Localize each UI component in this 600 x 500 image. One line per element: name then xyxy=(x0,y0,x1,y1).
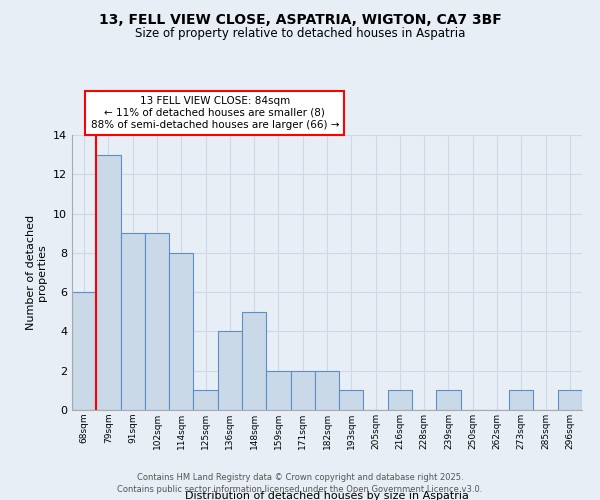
Text: Size of property relative to detached houses in Aspatria: Size of property relative to detached ho… xyxy=(135,28,465,40)
Bar xyxy=(218,332,242,410)
Bar xyxy=(72,292,96,410)
Y-axis label: Number of detached
properties: Number of detached properties xyxy=(26,215,47,330)
Bar xyxy=(339,390,364,410)
Bar xyxy=(242,312,266,410)
Bar xyxy=(145,233,169,410)
Bar xyxy=(436,390,461,410)
Bar xyxy=(121,233,145,410)
Text: 13 FELL VIEW CLOSE: 84sqm
← 11% of detached houses are smaller (8)
88% of semi-d: 13 FELL VIEW CLOSE: 84sqm ← 11% of detac… xyxy=(91,96,339,130)
Bar xyxy=(193,390,218,410)
Bar xyxy=(96,154,121,410)
Bar xyxy=(266,370,290,410)
Text: Contains public sector information licensed under the Open Government Licence v3: Contains public sector information licen… xyxy=(118,486,482,494)
Bar xyxy=(388,390,412,410)
Text: 13, FELL VIEW CLOSE, ASPATRIA, WIGTON, CA7 3BF: 13, FELL VIEW CLOSE, ASPATRIA, WIGTON, C… xyxy=(98,12,502,26)
Bar xyxy=(315,370,339,410)
Bar xyxy=(169,253,193,410)
Bar xyxy=(509,390,533,410)
Text: Contains HM Land Registry data © Crown copyright and database right 2025.: Contains HM Land Registry data © Crown c… xyxy=(137,473,463,482)
X-axis label: Distribution of detached houses by size in Aspatria: Distribution of detached houses by size … xyxy=(185,491,469,500)
Bar xyxy=(290,370,315,410)
Bar xyxy=(558,390,582,410)
